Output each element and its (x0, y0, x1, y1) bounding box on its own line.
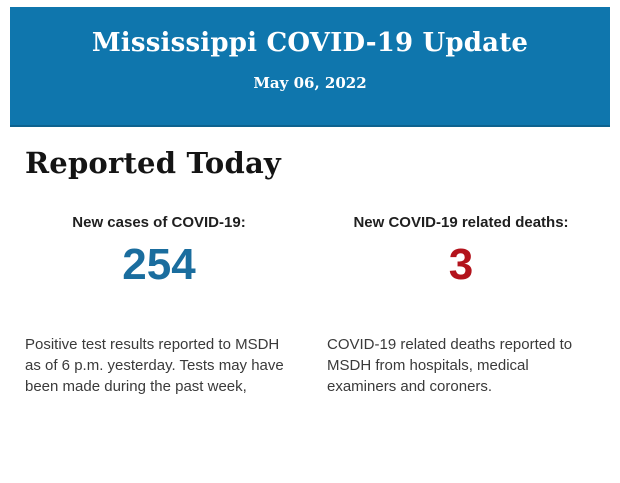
new-cases-label: New cases of COVID-19: (72, 214, 246, 231)
stat-new-deaths: New COVID-19 related deaths: 3 COVID-19 … (327, 214, 595, 397)
new-deaths-value: 3 (448, 240, 474, 289)
stat-columns: New cases of COVID-19: 254 Positive test… (25, 214, 595, 397)
new-deaths-description: COVID-19 related deaths reported to MSDH… (327, 336, 573, 395)
new-cases-description: Positive test results reported to MSDH a… (25, 336, 284, 395)
page-title: Mississippi COVID-19 Update (91, 28, 529, 58)
new-deaths-label: New COVID-19 related deaths: (353, 214, 569, 231)
masthead: Mississippi COVID-19 Update May 06, 2022 (10, 7, 610, 127)
stat-new-cases: New cases of COVID-19: 254 Positive test… (25, 214, 293, 397)
covid-update-page: Mississippi COVID-19 Update May 06, 2022… (0, 7, 620, 483)
section-heading: Reported Today (25, 146, 281, 180)
new-cases-value: 254 (122, 240, 196, 289)
report-date: May 06, 2022 (253, 74, 367, 92)
main-content: Reported Today New cases of COVID-19: 25… (0, 146, 620, 397)
